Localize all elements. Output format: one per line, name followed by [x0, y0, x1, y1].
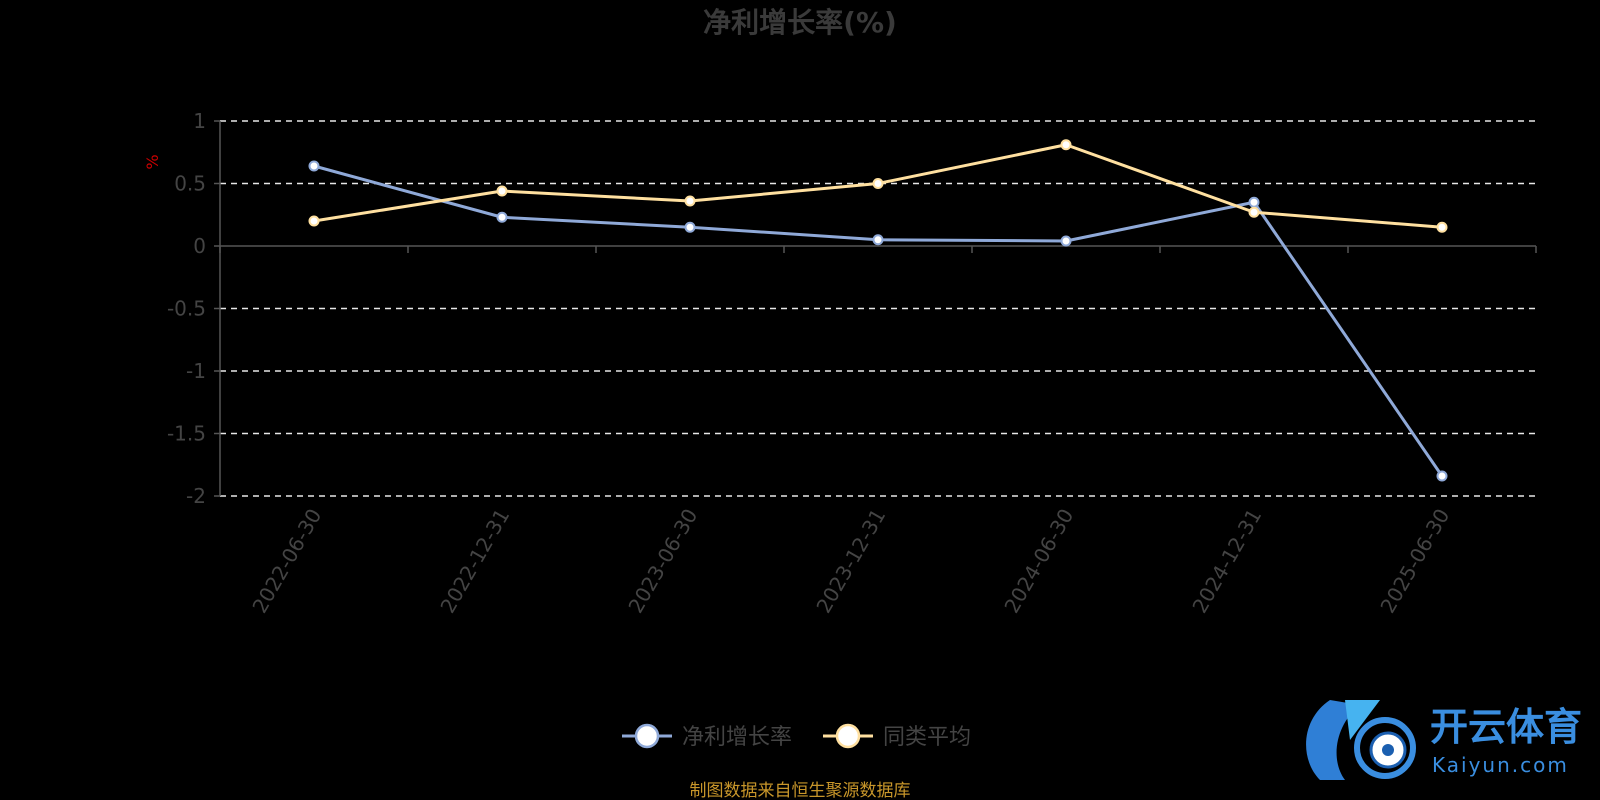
series-1-point[interactable] — [872, 234, 884, 246]
x-tick-label: 2024-12-31 — [1187, 505, 1266, 618]
y-tick-label: -0.5 — [167, 297, 206, 321]
series-lines — [308, 139, 1448, 482]
legend[interactable]: 净利增长率 同类平均 — [622, 723, 971, 750]
series-1-point[interactable] — [1436, 470, 1448, 482]
series-2-point[interactable] — [1060, 139, 1072, 151]
series-2-point[interactable] — [684, 195, 696, 207]
soccer-ball-patch — [1382, 744, 1394, 756]
x-tick-label: 2022-06-30 — [247, 505, 326, 618]
grid-lines — [220, 120, 1536, 497]
legend-label: 同类平均 — [883, 725, 971, 750]
y-axis-unit-label: % — [143, 154, 162, 169]
watermark-logo: 开云体育 Kaiyun.com — [1306, 700, 1582, 780]
y-tick-label: 1 — [193, 109, 206, 133]
watermark-brand: 开云体育 — [1430, 705, 1582, 749]
legend-item-1[interactable]: 净利增长率 — [622, 723, 792, 750]
series-1-point[interactable] — [308, 160, 320, 172]
legend-swatch-marker — [835, 723, 861, 749]
y-tick-label: -1 — [186, 359, 206, 383]
x-tick-label: 2023-12-31 — [811, 505, 890, 618]
x-tick-label: 2022-12-31 — [435, 505, 514, 618]
series-2-point[interactable] — [308, 215, 320, 227]
series-2-point[interactable] — [1436, 221, 1448, 233]
series-2-point[interactable] — [496, 185, 508, 197]
y-tick-label: -2 — [186, 484, 206, 508]
y-tick-labels: 1 0.5 0 -0.5 -1 -1.5 -2 — [167, 109, 206, 508]
series-1-point[interactable] — [1060, 235, 1072, 247]
logo-k-arm — [1345, 700, 1380, 740]
logo-ring — [1354, 717, 1416, 779]
legend-swatch-marker — [634, 723, 660, 749]
series-1-point[interactable] — [496, 211, 508, 223]
y-tick-label: 0 — [193, 234, 206, 258]
x-tick-label: 2024-06-30 — [999, 505, 1078, 618]
series-2-point[interactable] — [872, 178, 884, 189]
x-tick-label: 2025-06-30 — [1375, 505, 1454, 618]
x-tick-labels: 2022-06-30 2022-12-31 2023-06-30 2023-12-31… — [247, 505, 1454, 618]
watermark-domain: Kaiyun.com — [1432, 753, 1569, 777]
y-tick-label: 0.5 — [174, 172, 206, 196]
series-1-point[interactable] — [1248, 196, 1260, 208]
axes — [214, 120, 1537, 497]
series-1-point[interactable] — [684, 221, 696, 233]
legend-item-2[interactable]: 同类平均 — [823, 723, 971, 750]
x-tick-label: 2023-06-30 — [623, 505, 702, 618]
y-tick-label: -1.5 — [167, 422, 206, 446]
series-2-point[interactable] — [1248, 206, 1260, 218]
legend-label: 净利增长率 — [682, 725, 792, 750]
source-note: 制图数据来自恒生聚源数据库 — [690, 781, 911, 800]
logo-k-stroke — [1306, 700, 1360, 780]
chart-title: 净利增长率(%) — [703, 6, 897, 39]
